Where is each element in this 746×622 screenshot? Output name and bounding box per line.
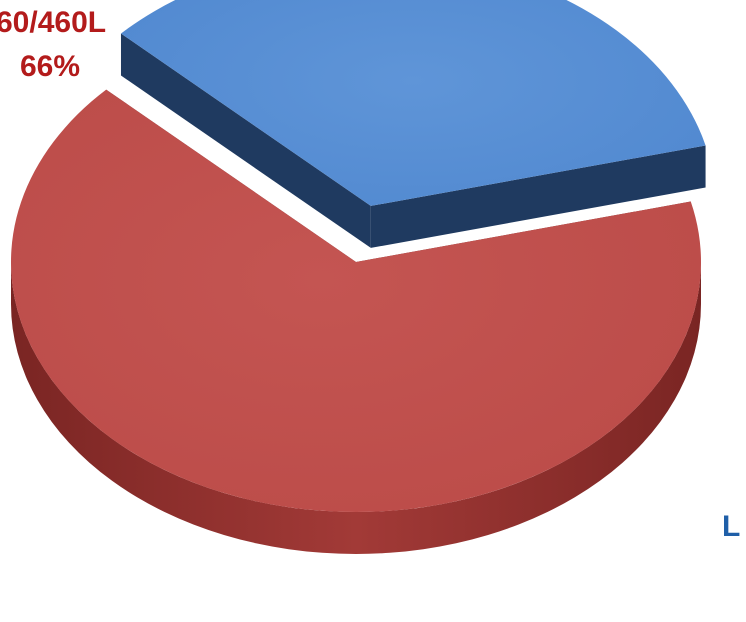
pie-slice-1-cut-0 — [120, 33, 371, 248]
pie-slice-1 — [120, 0, 706, 248]
pie-slice-1-top — [120, 0, 706, 206]
slice-label-red-percent: 66% — [20, 50, 81, 83]
slice-label-red-line1: 60/460L — [0, 6, 107, 39]
slice-label-blue: L — [722, 510, 741, 543]
pie-slice-0-top — [10, 89, 701, 513]
pie-slice-0 — [10, 89, 701, 554]
pie-slice-1-cut-1 — [370, 145, 706, 248]
pie-slice-0-rim — [11, 262, 701, 554]
